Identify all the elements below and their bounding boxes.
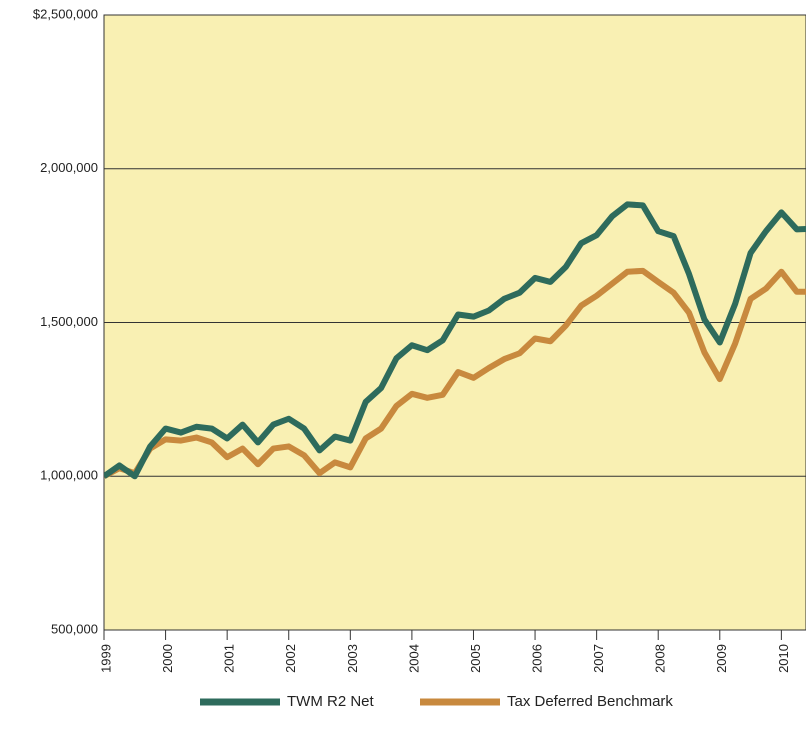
legend-label: TWM R2 Net — [287, 693, 375, 710]
y-tick-label: $2,500,000 — [33, 6, 98, 21]
y-tick-label: 1,000,000 — [40, 468, 98, 483]
x-tick-label: 2010 — [776, 644, 791, 673]
x-tick-label: 2007 — [591, 644, 606, 673]
x-tick-label: 2009 — [714, 644, 729, 673]
x-tick-label: 2008 — [653, 644, 668, 673]
x-tick-label: 2002 — [283, 644, 298, 673]
legend-label: Tax Deferred Benchmark — [507, 693, 673, 710]
x-tick-label: 1999 — [98, 644, 113, 673]
series-line — [104, 267, 806, 479]
x-tick-label: 2000 — [160, 644, 175, 673]
x-tick-label: 2005 — [468, 644, 483, 673]
x-tick-label: 2001 — [222, 644, 237, 673]
y-tick-label: 2,000,000 — [40, 160, 98, 175]
y-tick-label: 1,500,000 — [40, 314, 98, 329]
plot-lines — [104, 201, 806, 480]
series-line — [104, 201, 806, 480]
x-tick-label: 2004 — [406, 644, 421, 673]
x-tick-label: 2003 — [345, 644, 360, 673]
x-tick-label: 2006 — [529, 644, 544, 673]
y-tick-label: 500,000 — [51, 621, 98, 636]
